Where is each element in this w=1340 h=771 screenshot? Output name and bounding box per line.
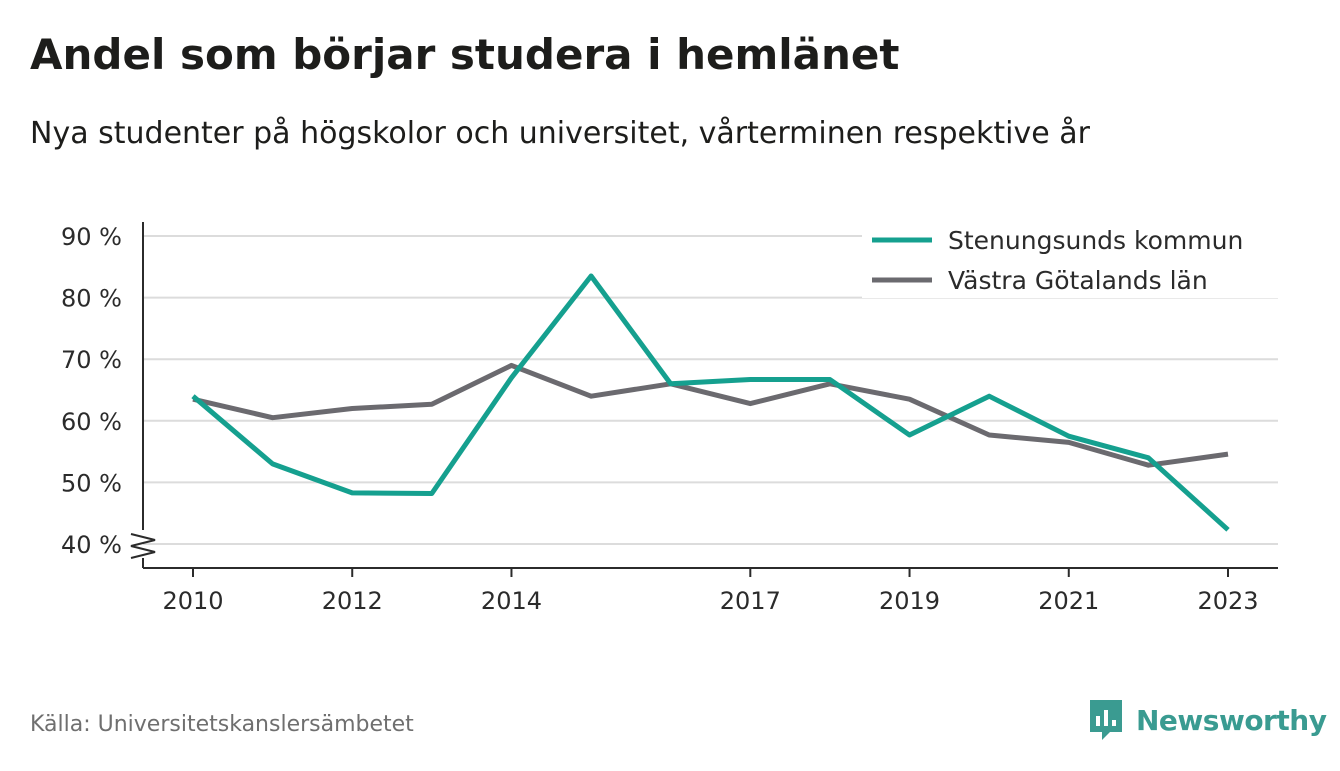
series-lines: [191, 273, 1230, 532]
line-chart: 40 % 50 % 60 % 70 % 80 % 90 % 2010 2012 2014 2017…: [61, 222, 1278, 615]
brand-logo: Newsworthy: [1088, 698, 1327, 742]
chart-subtitle: Nya studenter på högskolor och universit…: [30, 116, 1090, 151]
x-tick-label: 2019: [879, 587, 940, 615]
chart-title: Andel som börjar studera i hemlänet: [30, 30, 900, 79]
y-tick-label: 90 %: [61, 223, 122, 251]
brand-name: Newsworthy: [1136, 703, 1327, 737]
series-line: [192, 362, 1229, 468]
x-tick-label: 2023: [1197, 587, 1258, 615]
source-note: Källa: Universitetskanslersämbetet: [30, 712, 414, 737]
axis-break-icon: [130, 533, 156, 559]
x-tick-label: 2010: [162, 587, 223, 615]
y-tick-label: 70 %: [61, 346, 122, 374]
legend-background: [862, 222, 1278, 298]
x-tick-label: 2021: [1038, 587, 1099, 615]
y-tick-label: 60 %: [61, 408, 122, 436]
legend-label: Västra Götalands län: [948, 266, 1208, 295]
x-tick-label: 2014: [481, 587, 542, 615]
series-line: [191, 273, 1230, 532]
newsworthy-logo-icon: [1090, 700, 1122, 740]
axes: 40 % 50 % 60 % 70 % 80 % 90 % 2010 2012 2014 2017…: [61, 222, 1278, 615]
legend-label: Stenungsunds kommun: [948, 226, 1243, 255]
y-tick-label: 50 %: [61, 469, 122, 497]
x-tick-label: 2012: [322, 587, 383, 615]
legend: Stenungsunds kommun Västra Götalands län: [862, 222, 1278, 298]
y-tick-label: 40 %: [61, 531, 122, 559]
x-tick-label: 2017: [720, 587, 781, 615]
y-tick-label: 80 %: [61, 285, 122, 313]
